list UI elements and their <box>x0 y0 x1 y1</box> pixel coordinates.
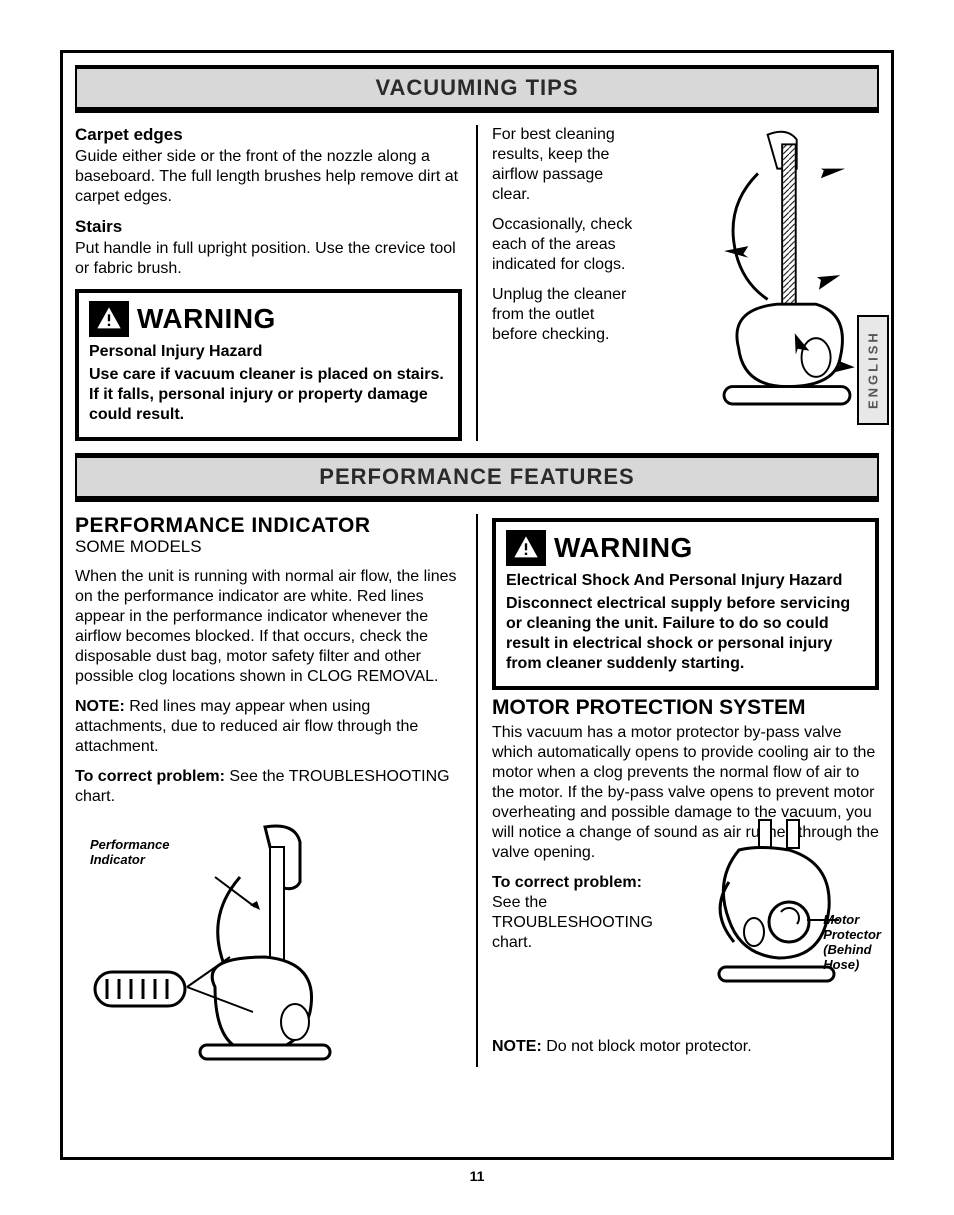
performance-columns: PERFORMANCE INDICATOR SOME MODELS When t… <box>75 514 879 1067</box>
warning-title: WARNING <box>137 303 276 335</box>
warning-subtitle: Electrical Shock And Personal Injury Haz… <box>506 572 865 590</box>
warning-body: Use care if vacuum cleaner is placed on … <box>89 365 448 425</box>
warning-box-electrical: WARNING Electrical Shock And Personal In… <box>492 518 879 690</box>
perf-indicator-para: When the unit is running with normal air… <box>75 567 462 687</box>
warning-body: Disconnect electrical supply before serv… <box>506 594 865 674</box>
carpet-edges-heading: Carpet edges <box>75 125 462 145</box>
perf-indicator-heading: PERFORMANCE INDICATOR <box>75 514 462 537</box>
motor-note: NOTE: Do not block motor protector. <box>492 1037 879 1057</box>
carpet-edges-body: Guide either side or the front of the no… <box>75 147 462 207</box>
stairs-heading: Stairs <box>75 217 462 237</box>
warning-title: WARNING <box>554 532 693 564</box>
page-number: 11 <box>60 1168 894 1184</box>
airflow-para3: Unplug the cleaner from the outlet befor… <box>492 285 642 345</box>
warning-subtitle: Personal Injury Hazard <box>89 343 448 361</box>
column-divider <box>476 514 478 1067</box>
vacuum-diagram: ENGLISH <box>687 125 887 435</box>
perf-indicator-sub: SOME MODELS <box>75 537 462 557</box>
warning-icon <box>506 530 546 566</box>
motor-heading: MOTOR PROTECTION SYSTEM <box>492 696 879 719</box>
stairs-body: Put handle in full upright position. Use… <box>75 239 462 279</box>
section-title-performance: PERFORMANCE FEATURES <box>75 453 879 502</box>
english-tab: ENGLISH <box>857 315 889 425</box>
perf-note: NOTE: Red lines may appear when using at… <box>75 697 462 757</box>
motor-correct: To correct problem: See the TROUBLESHOOT… <box>492 873 662 953</box>
perf-correct: To correct problem: See the TROUBLESHOOT… <box>75 767 462 807</box>
vacuuming-right-col: For best cleaning results, keep the airf… <box>492 125 879 441</box>
performance-right-col: WARNING Electrical Shock And Personal In… <box>492 514 879 1067</box>
column-divider <box>476 125 478 441</box>
motor-fig-label: Motor Protector (Behind Hose) <box>823 912 881 972</box>
warning-box-stairs: WARNING Personal Injury Hazard Use care … <box>75 289 462 441</box>
perf-fig-label: Performance Indicator <box>90 837 169 867</box>
section-title-vacuuming: VACUUMING TIPS <box>75 65 879 113</box>
motor-protector-figure: Motor Protector (Behind Hose) <box>699 812 879 1012</box>
vacuuming-columns: Carpet edges Guide either side or the fr… <box>75 125 879 441</box>
warning-icon <box>89 301 129 337</box>
vacuuming-left-col: Carpet edges Guide either side or the fr… <box>75 125 462 441</box>
airflow-para2: Occasionally, check each of the areas in… <box>492 215 642 275</box>
warning-header: WARNING <box>89 301 448 337</box>
airflow-para1: For best cleaning results, keep the airf… <box>492 125 642 205</box>
warning-header: WARNING <box>506 530 865 566</box>
performance-left-col: PERFORMANCE INDICATOR SOME MODELS When t… <box>75 514 462 1067</box>
perf-indicator-figure: Performance Indicator <box>85 817 365 1067</box>
